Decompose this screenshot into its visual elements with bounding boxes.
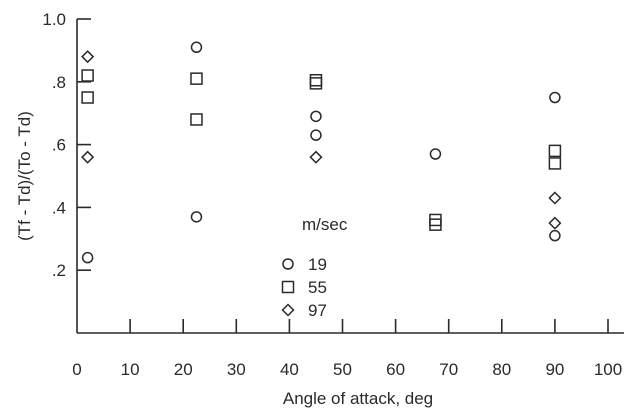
- y-ticks: .2 .4 .6 .8 1.0: [42, 10, 91, 280]
- y-tick-label: .6: [52, 136, 66, 155]
- legend-label: 55: [308, 278, 327, 297]
- x-ticks: 0 10 20 30 40 50 60 70 80 90 100: [72, 319, 622, 379]
- x-tick-label: 90: [545, 360, 564, 379]
- x-tick-label: 50: [333, 360, 352, 379]
- circle-point: [190, 41, 203, 54]
- legend-circle-marker: [282, 258, 294, 270]
- square-point: [429, 218, 442, 231]
- legend-title: m/sec: [302, 215, 348, 234]
- axes: [76, 19, 624, 334]
- square-point: [548, 144, 562, 158]
- x-tick-label: 70: [439, 360, 458, 379]
- diamond-point: [81, 50, 95, 64]
- circle-point: [310, 110, 322, 123]
- legend-label: 97: [308, 301, 327, 320]
- legend-label: 19: [308, 255, 327, 274]
- y-tick-label: .8: [52, 73, 66, 92]
- x-tick-label: 100: [594, 360, 622, 379]
- diamond-point: [548, 216, 562, 230]
- y-tick-label: .4: [52, 198, 66, 217]
- x-tick-label: 60: [386, 360, 405, 379]
- diamond-point: [548, 191, 562, 205]
- x-tick-label: 30: [227, 360, 246, 379]
- legend-diamond-marker: [281, 303, 295, 317]
- x-tick-label: 40: [280, 360, 299, 379]
- legend: m/sec 19 55 97: [281, 215, 348, 320]
- circle-point: [81, 251, 94, 264]
- circle-point: [429, 148, 442, 160]
- x-axis-title: Angle of attack, deg: [283, 389, 433, 408]
- legend-square-marker: [281, 280, 295, 294]
- circle-point: [190, 211, 203, 223]
- square-point: [81, 91, 94, 104]
- square-point: [81, 69, 94, 82]
- circle-point: [549, 229, 561, 242]
- x-tick-label: 80: [492, 360, 511, 379]
- square-point: [190, 113, 203, 126]
- x-tick-label: 10: [121, 360, 140, 379]
- y-axis-title: (Tf - Td)/(To - Td): [15, 111, 34, 241]
- y-tick-label: 1.0: [42, 10, 66, 29]
- diamond-point: [309, 150, 323, 164]
- circle-point: [549, 91, 561, 104]
- square-point: [190, 72, 203, 85]
- square-point: [429, 213, 442, 227]
- x-tick-label: 0: [72, 360, 81, 379]
- x-tick-label: 20: [174, 360, 193, 379]
- y-tick-label: .2: [52, 261, 66, 280]
- data-points: [81, 41, 562, 264]
- square-point: [548, 157, 562, 170]
- square-point: [309, 73, 323, 87]
- diamond-point: [81, 150, 95, 164]
- circle-point: [310, 129, 322, 141]
- square-point: [309, 77, 323, 90]
